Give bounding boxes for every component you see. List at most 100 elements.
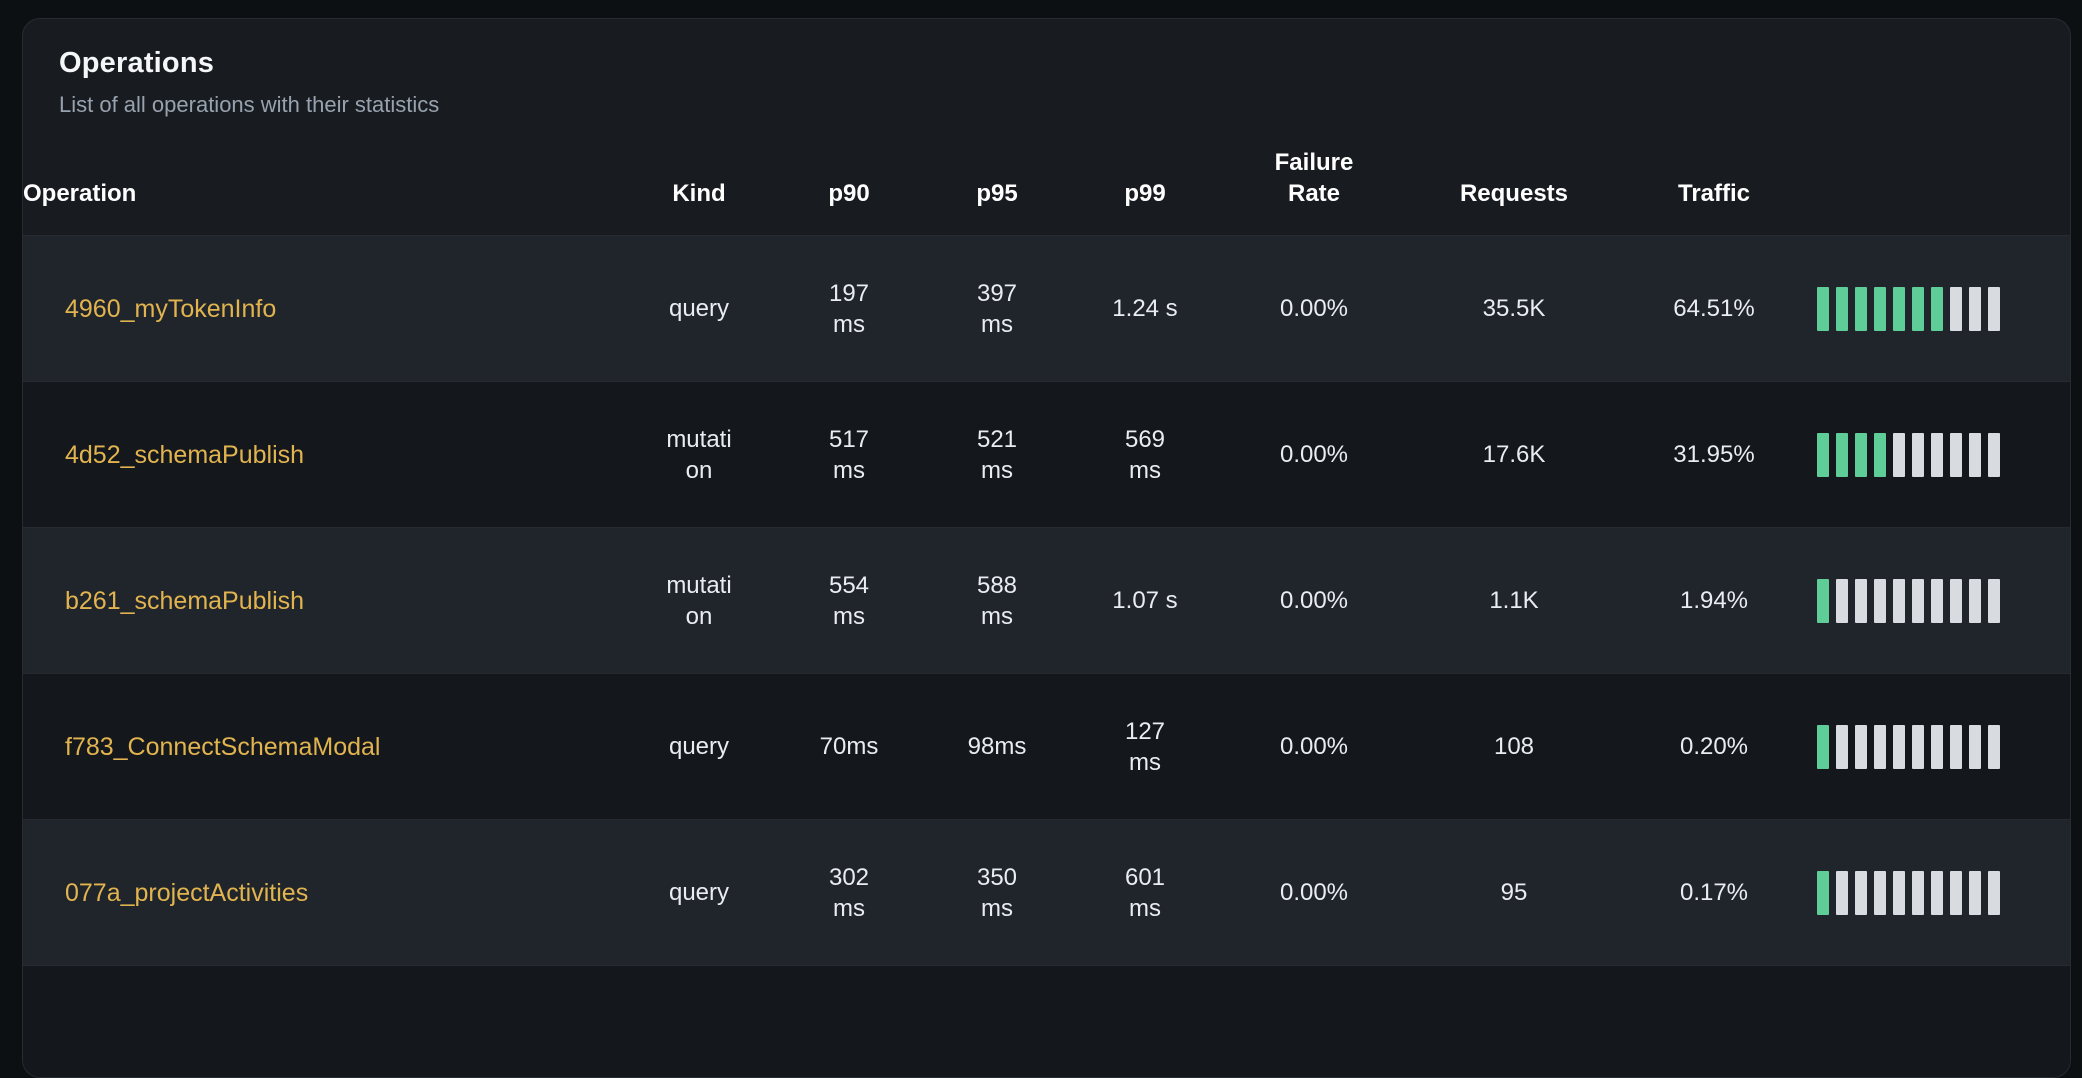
cell-traffic: 0.20% <box>1619 673 1809 820</box>
cell-p90-value: 197 ms <box>828 279 870 338</box>
cell-empty <box>23 965 623 1077</box>
cell-kind-value: query <box>668 879 730 907</box>
traffic-bar <box>1931 870 1943 915</box>
traffic-bar-indicator <box>1809 870 2070 915</box>
traffic-bar <box>1950 432 1962 477</box>
cell-p99: 127 ms <box>1071 673 1219 820</box>
traffic-bar <box>1912 286 1924 331</box>
table-row[interactable]: f783_ConnectSchemaModal query 70ms 98ms 127 … <box>23 673 2070 820</box>
traffic-bar <box>1893 578 1905 623</box>
traffic-bar <box>1931 286 1943 331</box>
operation-link[interactable]: f783_ConnectSchemaModal <box>65 732 381 761</box>
failure-rate-label-line2: Rate <box>1287 179 1341 207</box>
traffic-bar <box>1988 724 2000 769</box>
cell-empty <box>623 965 775 1077</box>
cell-requests: 1.1K <box>1409 527 1619 674</box>
traffic-bar <box>1855 578 1867 623</box>
traffic-bar-indicator <box>1809 432 2070 477</box>
column-header-p99[interactable]: p99 <box>1124 179 1166 207</box>
traffic-bar <box>1931 432 1943 477</box>
cell-p99-value: 1.07 s <box>1112 587 1178 615</box>
cell-p99-value: 1.24 s <box>1112 295 1178 323</box>
traffic-bar <box>1912 432 1924 477</box>
cell-p95: 397 ms <box>923 235 1071 382</box>
cell-failure-rate: 0.00% <box>1219 673 1409 820</box>
cell-p90-value: 517 ms <box>828 425 870 484</box>
column-header-traffic[interactable]: Traffic <box>1677 179 1751 207</box>
traffic-bar <box>1893 432 1905 477</box>
table-row[interactable]: 4960_myTokenInfo query 197 ms 397 ms 1.24 s 0… <box>23 235 2070 382</box>
traffic-bar <box>1931 724 1943 769</box>
cell-requests: 35.5K <box>1409 235 1619 382</box>
cell-traffic-sparkline <box>1809 673 2070 820</box>
cell-p90: 302 ms <box>775 819 923 966</box>
operation-link[interactable]: 4960_myTokenInfo <box>65 294 277 323</box>
traffic-bar <box>1912 870 1924 915</box>
traffic-bar <box>1969 432 1981 477</box>
traffic-bar <box>1855 870 1867 915</box>
table-row[interactable]: b261_schemaPublish mutation 554 ms 588 ms 1.… <box>23 527 2070 674</box>
traffic-bar-indicator <box>1809 724 2070 769</box>
cell-kind-value: mutation <box>666 571 732 630</box>
traffic-bar <box>1874 286 1886 331</box>
cell-empty <box>1809 965 2070 1077</box>
cell-p99-value: 601 ms <box>1124 863 1166 922</box>
page-title: Operations <box>59 47 215 79</box>
column-header-requests[interactable]: Requests <box>1459 179 1569 207</box>
cell-failure-rate: 0.00% <box>1219 819 1409 966</box>
cell-kind: mutation <box>623 527 775 674</box>
cell-p90: 197 ms <box>775 235 923 382</box>
operations-table: Operation Kind p90 p95 p99 Failure Rate … <box>23 148 2070 1077</box>
cell-kind-value: mutation <box>666 425 732 484</box>
cell-p99: 569 ms <box>1071 381 1219 528</box>
cell-operation: 4d52_schemaPublish <box>23 381 623 528</box>
traffic-bar <box>1836 432 1848 477</box>
traffic-bar <box>1969 578 1981 623</box>
traffic-bar <box>1931 578 1943 623</box>
column-header-traffic-sparkline <box>1809 148 2070 236</box>
operation-link[interactable]: 077a_projectActivities <box>65 878 309 907</box>
table-row-partial[interactable] <box>23 965 2070 1077</box>
traffic-bar <box>1969 870 1981 915</box>
traffic-bar <box>1893 286 1905 331</box>
cell-p95-value: 397 ms <box>976 279 1018 338</box>
table-row[interactable]: 077a_projectActivities query 302 ms 350 ms 6… <box>23 819 2070 966</box>
column-header-operation[interactable]: Operation <box>23 179 137 207</box>
cell-p95: 588 ms <box>923 527 1071 674</box>
table-row[interactable]: 4d52_schemaPublish mutation 517 ms 521 ms 56… <box>23 381 2070 528</box>
traffic-bar <box>1817 286 1829 331</box>
cell-traffic: 31.95% <box>1619 381 1809 528</box>
cell-operation: 077a_projectActivities <box>23 819 623 966</box>
column-header-failure-rate[interactable]: Failure Rate <box>1219 148 1409 236</box>
traffic-bar <box>1817 432 1829 477</box>
failure-rate-label-line1: Failure <box>1274 149 1354 176</box>
traffic-bar <box>1950 724 1962 769</box>
column-header-p95[interactable]: p95 <box>976 179 1018 207</box>
cell-p99: 1.07 s <box>1071 527 1219 674</box>
cell-traffic-sparkline <box>1809 527 2070 674</box>
cell-kind: query <box>623 235 775 382</box>
traffic-bar <box>1912 724 1924 769</box>
traffic-bar <box>1912 578 1924 623</box>
traffic-bar <box>1893 724 1905 769</box>
operation-link[interactable]: b261_schemaPublish <box>65 586 305 615</box>
cell-requests: 108 <box>1409 673 1619 820</box>
column-header-p90[interactable]: p90 <box>828 179 870 207</box>
cell-operation: 4960_myTokenInfo <box>23 235 623 382</box>
cell-p99: 601 ms <box>1071 819 1219 966</box>
cell-p99: 1.24 s <box>1071 235 1219 382</box>
operation-link[interactable]: 4d52_schemaPublish <box>65 440 305 469</box>
traffic-bar <box>1855 724 1867 769</box>
table-head: Operation Kind p90 p95 p99 Failure Rate … <box>23 148 2070 236</box>
cell-traffic: 64.51% <box>1619 235 1809 382</box>
cell-p95: 521 ms <box>923 381 1071 528</box>
cell-empty <box>1219 965 1409 1077</box>
cell-kind: query <box>623 819 775 966</box>
cell-kind: query <box>623 673 775 820</box>
traffic-bar <box>1874 870 1886 915</box>
traffic-bar <box>1817 870 1829 915</box>
traffic-bar <box>1874 578 1886 623</box>
cell-requests: 17.6K <box>1409 381 1619 528</box>
column-header-kind[interactable]: Kind <box>672 179 726 207</box>
